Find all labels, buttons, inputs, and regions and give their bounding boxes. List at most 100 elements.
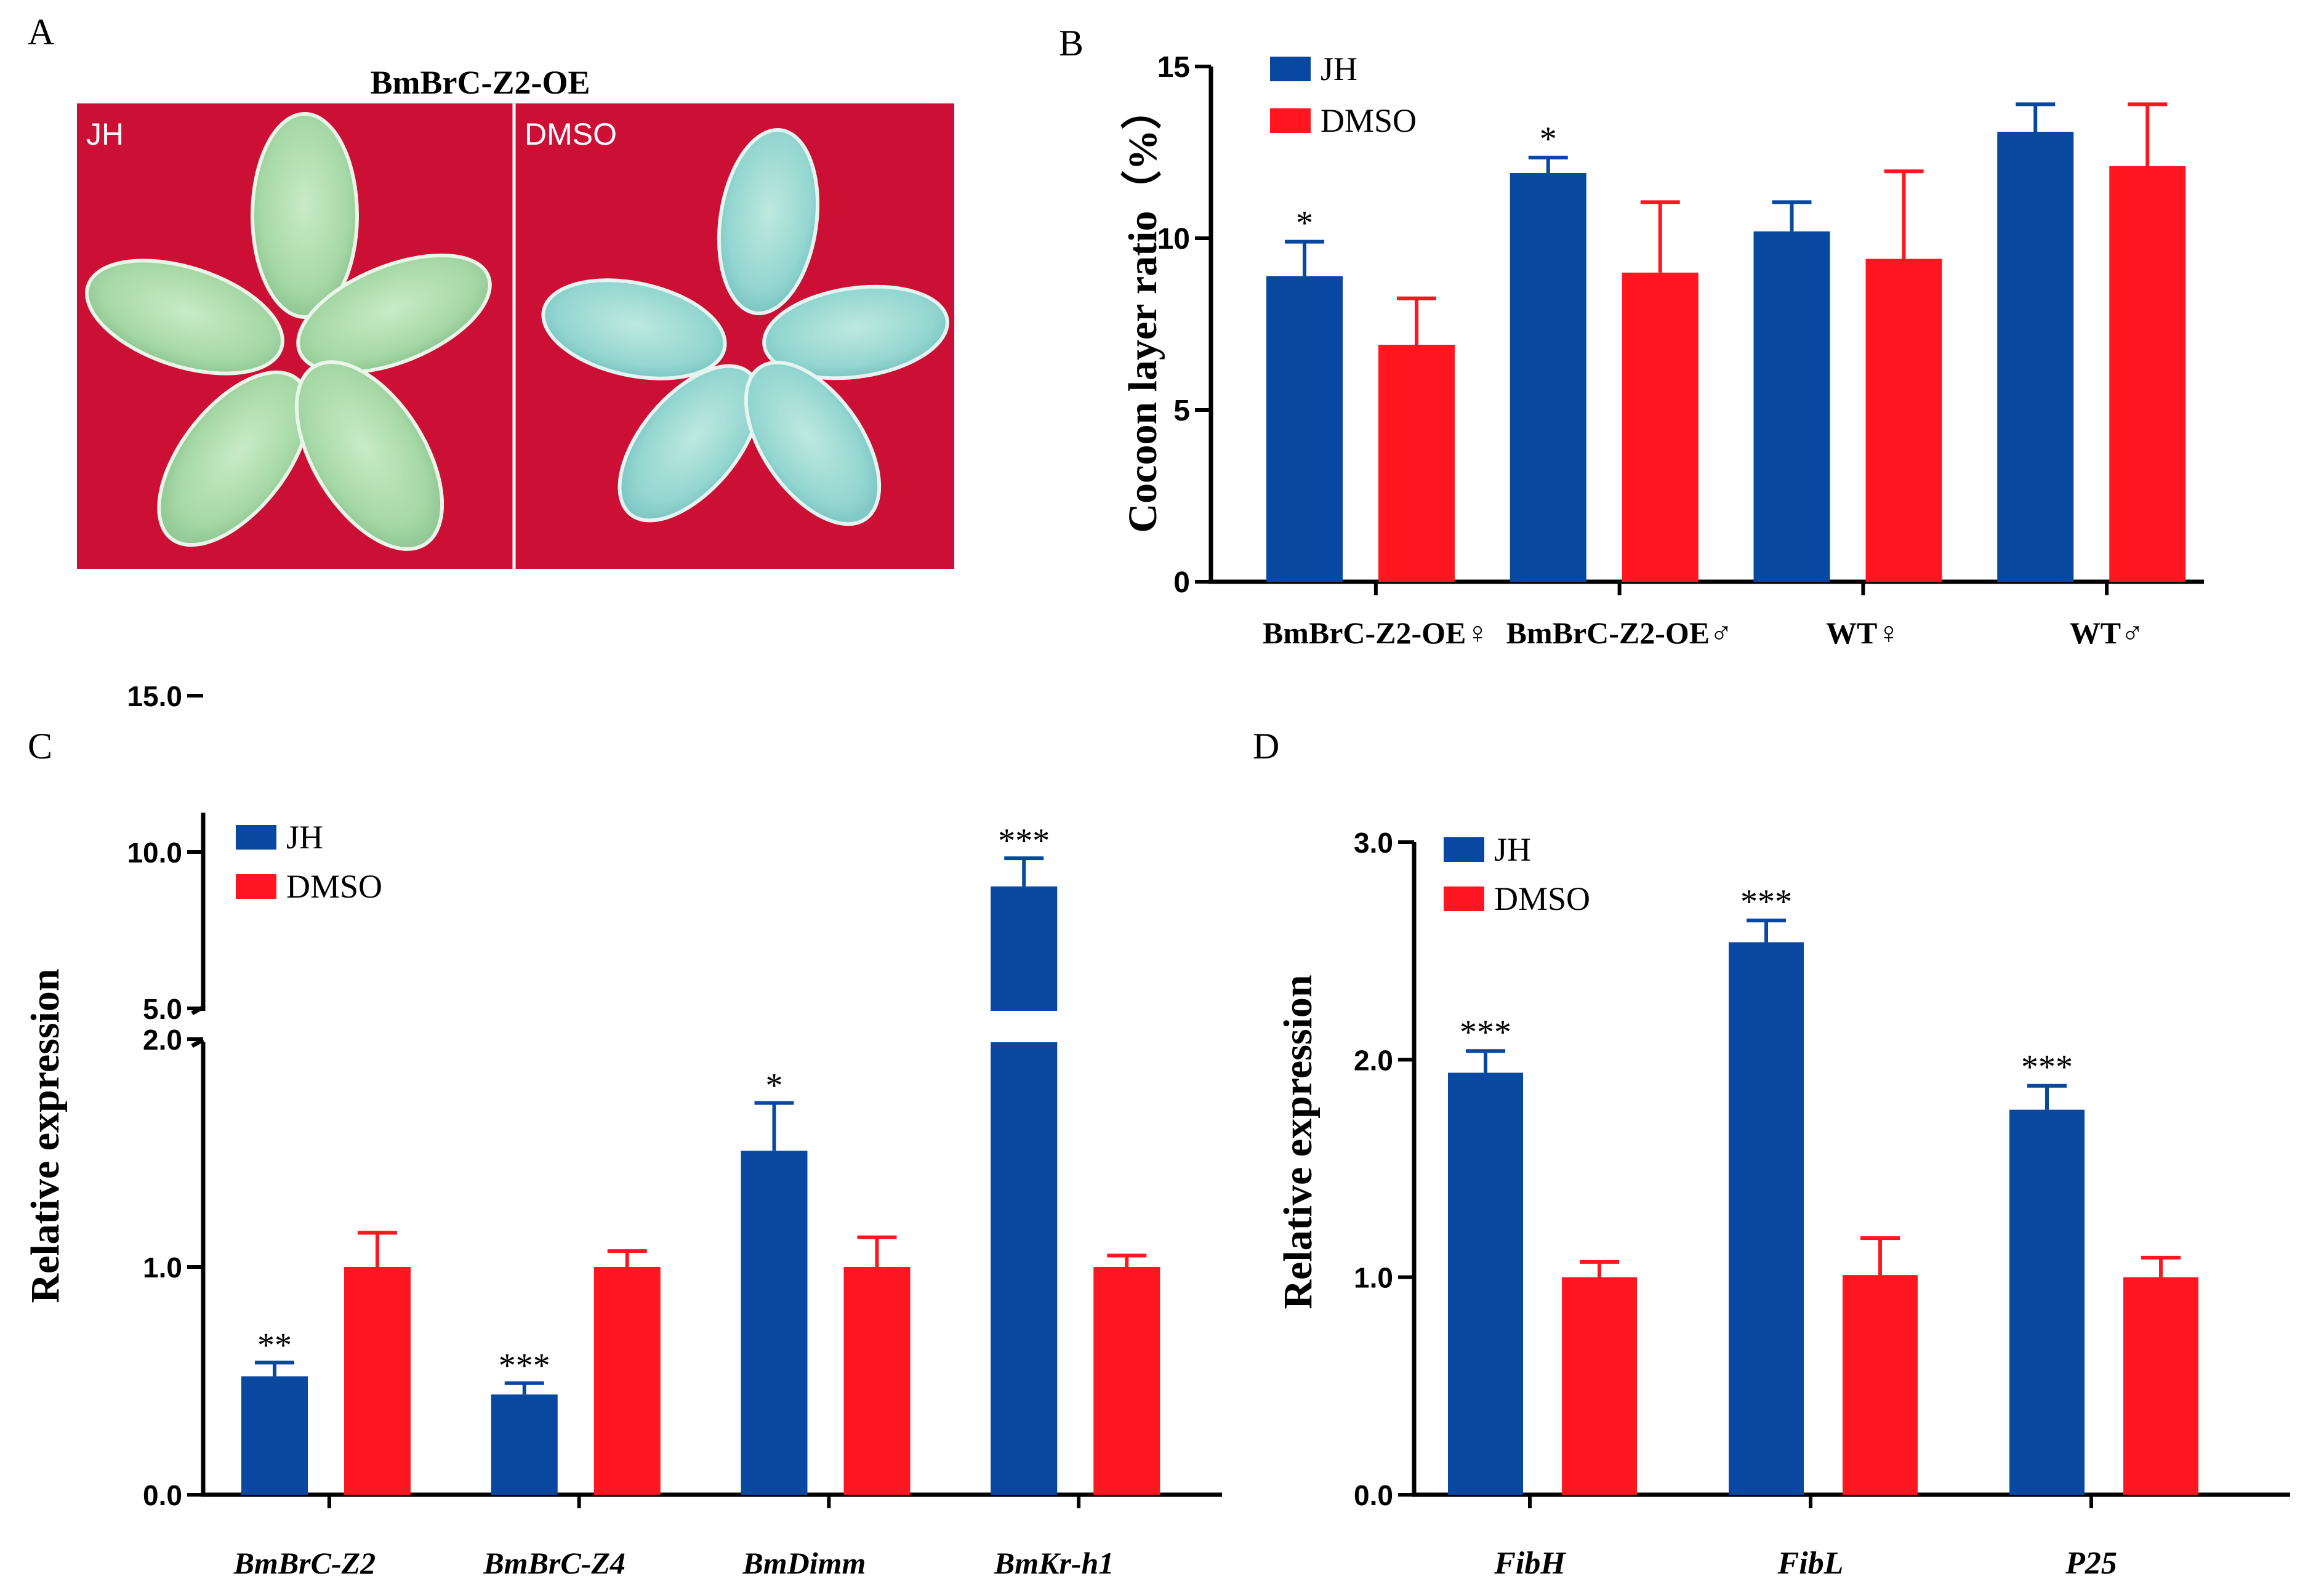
cocoon-star-jh: [85, 112, 492, 551]
legend-swatch: [1444, 886, 1484, 911]
bar: [1448, 1072, 1523, 1495]
y-tick-label: 5.0: [143, 993, 182, 1025]
y-tick-label: 0: [1173, 566, 1190, 599]
y-tick-label: 2.0: [143, 1024, 182, 1056]
significance-label: *: [766, 1067, 783, 1105]
significance-label: ***: [998, 822, 1050, 860]
bar: [1622, 272, 1699, 582]
legend-swatch: [1270, 57, 1311, 81]
y-tick-label: 10.0: [127, 837, 182, 869]
significance-label: *: [1296, 204, 1313, 243]
panel-d: D Relative expression 0.0 1.0 2.0 3.0 *** Fib…: [1253, 726, 2290, 1581]
bar: [1997, 132, 2074, 582]
panel-a-label: A: [28, 12, 54, 52]
bar: [1093, 1267, 1160, 1495]
cocoon: [251, 112, 359, 319]
cocoon: [541, 278, 727, 380]
bar: [1562, 1277, 1637, 1495]
y-tick-label: 10: [1157, 223, 1190, 255]
significance-label: ***: [1740, 883, 1792, 921]
chart-b: 0 5 10 15 * BmBrC-Z2-OE♀ * BmBrC-Z2-OE♂ WT♀ WT♂ JH…: [1157, 50, 2204, 650]
legend-label: DMSO: [1321, 102, 1417, 139]
y-tick-label: 15: [1157, 51, 1190, 84]
significance-label: *: [1540, 120, 1557, 158]
legend-swatch: [236, 874, 276, 899]
x-tick-label: FibH: [1494, 1546, 1566, 1581]
bar: [1843, 1275, 1918, 1495]
x-tick-label: BmBrC-Z2-OE♂: [1506, 616, 1733, 650]
bar: [843, 1267, 911, 1495]
panel-a-title: BmBrC-Z2-OE: [371, 64, 590, 101]
chart-c: 0.0 1.0 2.05.0 10.0 15.0 ** BmBrC-Z2 *** BmBrC-Z…: [127, 680, 1222, 1580]
bar: [991, 886, 1058, 1495]
cocoon: [717, 128, 820, 315]
significance-label: **: [257, 1326, 292, 1364]
photo-label-jh: JH: [86, 117, 124, 151]
x-tick-label: FibL: [1777, 1546, 1844, 1581]
legend-label: DMSO: [1494, 880, 1590, 917]
legend-label: JH: [1321, 50, 1357, 87]
bar: [241, 1376, 308, 1495]
x-tick-label: BmKr-h1: [994, 1546, 1114, 1580]
x-tick-label: P25: [2065, 1546, 2117, 1581]
bar: [1865, 259, 1942, 582]
y-tick-label: 5: [1173, 395, 1190, 427]
bar: [2109, 166, 2186, 582]
x-tick-label: BmBrC-Z2: [233, 1546, 376, 1580]
bar: [1510, 172, 1586, 582]
cocoon: [85, 259, 284, 376]
bar: [741, 1151, 808, 1495]
y-tick-label: 0.0: [1354, 1479, 1393, 1511]
panel-d-ylabel: Relative expression: [1276, 975, 1321, 1309]
cocoon: [296, 253, 492, 375]
cocoon: [744, 360, 882, 526]
cocoon: [294, 360, 444, 551]
panel-a: A BmBrC-Z2-OE JH DMSO: [28, 12, 954, 569]
photo-label-dmso: DMSO: [525, 117, 617, 151]
bar: [1753, 231, 1830, 582]
bar: [491, 1394, 558, 1495]
panel-d-label: D: [1253, 726, 1279, 766]
panel-b-label: B: [1059, 23, 1084, 63]
panel-c-label: C: [28, 726, 52, 766]
bar: [593, 1267, 661, 1495]
cocoon: [617, 364, 762, 523]
y-tick-label: 0.0: [143, 1479, 182, 1511]
panel-c: C Relative expression 0.0 1.0 2.05.0 10.0 15…: [23, 680, 1222, 1580]
bar: [2123, 1277, 2198, 1495]
y-tick-label: 15.0: [127, 680, 182, 712]
legend-swatch: [1444, 837, 1484, 862]
bar: [1729, 942, 1804, 1495]
panel-c-ylabel: Relative expression: [23, 968, 68, 1303]
y-tick-label: 1.0: [1354, 1262, 1393, 1294]
legend-label: JH: [1494, 831, 1531, 868]
bar: [2009, 1109, 2085, 1495]
bar: [1378, 344, 1455, 582]
significance-label: ***: [2021, 1048, 2073, 1087]
x-tick-label: BmBrC-Z4: [483, 1546, 625, 1580]
axis-break-gap: [196, 1011, 211, 1042]
bar: [1266, 276, 1343, 582]
x-tick-label: BmBrC-Z2-OE♀: [1263, 616, 1489, 650]
y-tick-label: 3.0: [1354, 827, 1393, 859]
cocoon: [762, 284, 949, 380]
panel-b: B Cocoon layer ratio（%） 0 5 10 15 * BmBrC-Z2-…: [1059, 23, 2204, 650]
legend-label: DMSO: [286, 868, 382, 905]
legend-swatch: [236, 825, 276, 850]
y-tick-label: 1.0: [143, 1252, 182, 1284]
bar-break-gap: [989, 1011, 1059, 1042]
legend-swatch: [1270, 108, 1311, 133]
x-tick-label: BmDimm: [742, 1546, 866, 1580]
panel-b-ylabel: Cocoon layer ratio（%）: [1120, 89, 1165, 533]
x-tick-label: WT♀: [1826, 616, 1900, 650]
cocoon: [157, 370, 311, 547]
significance-label: ***: [1460, 1013, 1511, 1051]
x-tick-label: WT♂: [2070, 616, 2144, 650]
bar: [344, 1267, 411, 1495]
cocoon-star-dmso: [541, 128, 949, 526]
significance-label: ***: [499, 1347, 550, 1385]
y-tick-label: 2.0: [1354, 1044, 1393, 1076]
legend-label: JH: [286, 819, 323, 856]
chart-d: 0.0 1.0 2.0 3.0 *** FibH *** FibL *** P25 JH DMSO: [1354, 827, 2290, 1581]
